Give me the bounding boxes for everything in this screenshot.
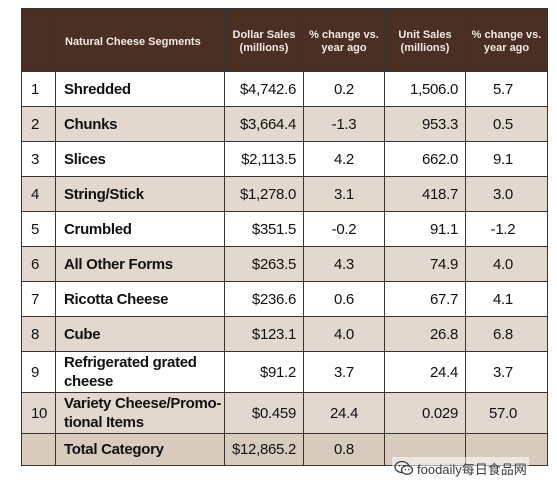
row-number: 2 xyxy=(21,106,56,142)
unit-change: 57.0 xyxy=(465,392,548,434)
table-row: 9 Refrigerated grated cheese $91.2 3.7 2… xyxy=(21,351,548,393)
unit-change: 4.0 xyxy=(465,246,548,282)
table-row: 6 All Other Forms $263.5 4.3 74.9 4.0 xyxy=(21,246,548,282)
table-row: 3 Slices $2,113.5 4.2 662.0 9.1 xyxy=(21,141,548,177)
row-number: 5 xyxy=(21,211,56,247)
dollar-change: 0.6 xyxy=(303,281,385,317)
unit-change: 6.8 xyxy=(465,316,548,352)
header-dollar-sales: Dollar Sales (millions) xyxy=(224,8,304,72)
dollar-change: 0.2 xyxy=(303,71,385,107)
cheese-sales-table: Natural Cheese Segments Dollar Sales (mi… xyxy=(21,8,548,466)
dollar-sales: $351.5 xyxy=(224,211,304,247)
unit-sales: 91.1 xyxy=(384,211,466,247)
segment-name: Refrigerated grated cheese xyxy=(55,351,225,393)
header-unit-change: % change vs. year ago xyxy=(465,8,548,72)
dollar-sales: $91.2 xyxy=(224,351,304,393)
dollar-sales: $3,664.4 xyxy=(224,106,304,142)
dollar-change: 4.0 xyxy=(303,316,385,352)
row-number: 9 xyxy=(21,351,56,393)
unit-sales: 1,506.0 xyxy=(384,71,466,107)
unit-sales: 26.8 xyxy=(384,316,466,352)
unit-sales: 418.7 xyxy=(384,176,466,212)
unit-sales: 24.4 xyxy=(384,351,466,393)
segment-name: Ricotta Cheese xyxy=(55,281,225,317)
unit-sales: 0.029 xyxy=(384,392,466,434)
header-segment: Natural Cheese Segments xyxy=(55,8,225,72)
total-dollar-sales: $12,865.2 xyxy=(224,433,304,466)
dollar-sales: $4,742.6 xyxy=(224,71,304,107)
dollar-sales: $263.5 xyxy=(224,246,304,282)
unit-sales: 74.9 xyxy=(384,246,466,282)
watermark: foodaily每日食品网 xyxy=(392,457,529,479)
table-row: 1 Shredded $4,742.6 0.2 1,506.0 5.7 xyxy=(21,71,548,107)
segment-name: Crumbled xyxy=(55,211,225,247)
table-header-row: Natural Cheese Segments Dollar Sales (mi… xyxy=(21,8,548,72)
unit-change: 3.0 xyxy=(465,176,548,212)
unit-change: 4.1 xyxy=(465,281,548,317)
watermark-text: foodaily每日食品网 xyxy=(417,461,527,477)
dollar-change: 4.3 xyxy=(303,246,385,282)
total-row: Total Category $12,865.2 0.8 xyxy=(21,433,548,466)
segment-name: Variety Cheese/Promo-tional Items xyxy=(55,392,225,434)
segment-name: String/Stick xyxy=(55,176,225,212)
row-number: 1 xyxy=(21,71,56,107)
unit-sales: 953.3 xyxy=(384,106,466,142)
unit-change: 3.7 xyxy=(465,351,548,393)
total-number xyxy=(21,433,56,466)
dollar-change: 3.1 xyxy=(303,176,385,212)
unit-change: 0.5 xyxy=(465,106,548,142)
wechat-logo-icon xyxy=(394,460,414,475)
table-row: 8 Cube $123.1 4.0 26.8 6.8 xyxy=(21,316,548,352)
total-dollar-change: 0.8 xyxy=(303,433,385,466)
dollar-change: -1.3 xyxy=(303,106,385,142)
row-number: 7 xyxy=(21,281,56,317)
row-number: 4 xyxy=(21,176,56,212)
table-row: 5 Crumbled $351.5 -0.2 91.1 -1.2 xyxy=(21,211,548,247)
dollar-sales: $236.6 xyxy=(224,281,304,317)
total-label: Total Category xyxy=(55,433,225,466)
row-number: 10 xyxy=(21,392,56,434)
row-number: 8 xyxy=(21,316,56,352)
dollar-change: -0.2 xyxy=(303,211,385,247)
header-dollar-change: % change vs. year ago xyxy=(303,8,385,72)
table-row: 10 Variety Cheese/Promo-tional Items $0.… xyxy=(21,392,548,434)
table-row: 7 Ricotta Cheese $236.6 0.6 67.7 4.1 xyxy=(21,281,548,317)
dollar-change: 3.7 xyxy=(303,351,385,393)
segment-name: Cube xyxy=(55,316,225,352)
row-number: 3 xyxy=(21,141,56,177)
segment-name: Shredded xyxy=(55,71,225,107)
unit-sales: 67.7 xyxy=(384,281,466,317)
dollar-sales: $2,113.5 xyxy=(224,141,304,177)
table-row: 2 Chunks $3,664.4 -1.3 953.3 0.5 xyxy=(21,106,548,142)
segment-name: All Other Forms xyxy=(55,246,225,282)
dollar-sales: $1,278.0 xyxy=(224,176,304,212)
dollar-change: 24.4 xyxy=(303,392,385,434)
header-unit-sales: Unit Sales (millions) xyxy=(384,8,466,72)
dollar-sales: $123.1 xyxy=(224,316,304,352)
unit-change: 5.7 xyxy=(465,71,548,107)
table-row: 4 String/Stick $1,278.0 3.1 418.7 3.0 xyxy=(21,176,548,212)
header-num xyxy=(21,8,56,72)
segment-name: Chunks xyxy=(55,106,225,142)
unit-change: 9.1 xyxy=(465,141,548,177)
dollar-change: 4.2 xyxy=(303,141,385,177)
row-number: 6 xyxy=(21,246,56,282)
segment-name: Slices xyxy=(55,141,225,177)
dollar-sales: $0.459 xyxy=(224,392,304,434)
unit-change: -1.2 xyxy=(465,211,548,247)
unit-sales: 662.0 xyxy=(384,141,466,177)
